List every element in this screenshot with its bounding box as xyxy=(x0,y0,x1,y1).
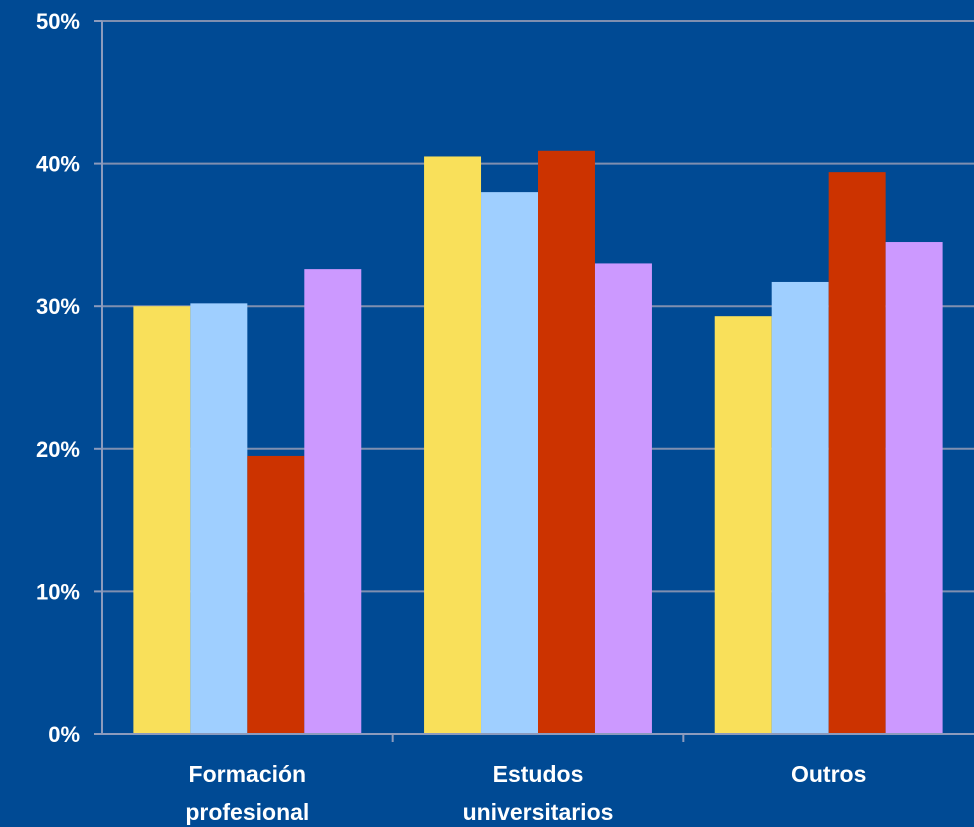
y-tick-label: 30% xyxy=(36,294,80,319)
y-tick-label: 40% xyxy=(36,152,80,177)
y-tick-labels: 0% 10% 20% 30% 40% 50% xyxy=(36,9,80,747)
bar xyxy=(594,263,652,734)
bar xyxy=(885,242,943,734)
x-category-label: Outros xyxy=(791,761,866,787)
y-tick-label: 20% xyxy=(36,437,80,462)
bar xyxy=(481,192,538,734)
y-tick-label: 50% xyxy=(36,9,80,34)
x-category-label: profesional xyxy=(185,799,309,825)
bar xyxy=(424,156,482,735)
bar xyxy=(247,455,305,734)
x-category-label: Estudos xyxy=(493,761,584,787)
bars xyxy=(133,150,943,735)
bar xyxy=(538,150,595,735)
y-tick-label: 10% xyxy=(36,579,80,604)
bar xyxy=(190,303,248,734)
x-category-labels: Formación profesional Estudos universitario… xyxy=(185,761,866,825)
axes xyxy=(94,20,974,742)
x-category-label: Formación xyxy=(189,761,307,787)
x-category-label: universitarios xyxy=(463,799,614,825)
bar xyxy=(828,172,886,734)
bar xyxy=(304,269,362,734)
bar xyxy=(771,281,829,734)
bar xyxy=(714,316,772,734)
bar xyxy=(133,306,191,734)
y-tick-label: 0% xyxy=(48,722,80,747)
